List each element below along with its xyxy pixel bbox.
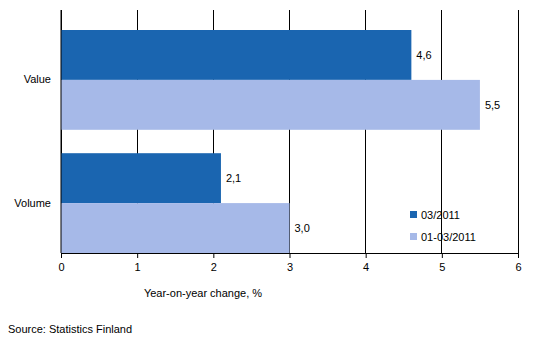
y-tick-label: Volume [14,197,51,209]
x-tick-mark [442,253,443,258]
chart: 4,6 2,1 5,5 3,0 0 1 2 3 4 5 6 Value Volume Year-on-ye… [0,0,533,360]
x-tick-label: 3 [287,261,293,273]
bar [61,153,221,203]
grid [61,10,518,253]
x-tick-label: 2 [211,261,217,273]
legend-swatch [410,233,417,240]
x-tick-label: 0 [58,261,64,273]
legend-swatch [410,211,417,218]
data-labels: 4,6 2,1 5,5 3,0 [226,49,500,234]
x-tick-mark [518,253,519,258]
x-tick: 1 [135,253,141,273]
bar [61,203,290,253]
x-tick: 2 [211,253,217,273]
legend-label: 01-03/2011 [421,231,476,243]
data-label: 5,5 [485,99,500,111]
y-axis-line [61,10,62,253]
x-tick-label: 5 [439,261,445,273]
data-label: 3,0 [295,222,310,234]
y-axis: Value Volume [14,10,61,253]
x-tick: 0 [58,253,64,273]
data-label: 4,6 [416,49,431,61]
x-axis-title: Year-on-year change, % [144,287,262,299]
legend-label: 03/2011 [421,209,460,221]
x-tick-label: 1 [135,261,141,273]
x-tick-label: 4 [363,261,369,273]
x-tick: 6 [515,253,521,273]
legend: 03/2011 01-03/2011 [410,209,476,243]
bars [61,30,480,253]
x-tick: 5 [439,253,445,273]
x-tick-mark [137,253,138,258]
x-tick: 3 [287,253,293,273]
grid-line [518,10,519,253]
bar [61,80,480,130]
x-tick-mark [213,253,214,258]
x-tick-mark [366,253,367,258]
data-label: 2,1 [226,172,241,184]
x-tick-mark [61,253,62,258]
x-tick-mark [290,253,291,258]
x-tick: 4 [363,253,369,273]
y-tick: Volume [14,197,61,209]
x-axis: 0 1 2 3 4 5 6 [58,253,521,273]
grid-line [61,10,62,253]
y-tick-label: Value [24,73,51,85]
x-tick-label: 6 [515,261,521,273]
source: Source: Statistics Finland [8,323,132,335]
y-tick: Value [24,73,61,85]
bar [61,30,411,80]
